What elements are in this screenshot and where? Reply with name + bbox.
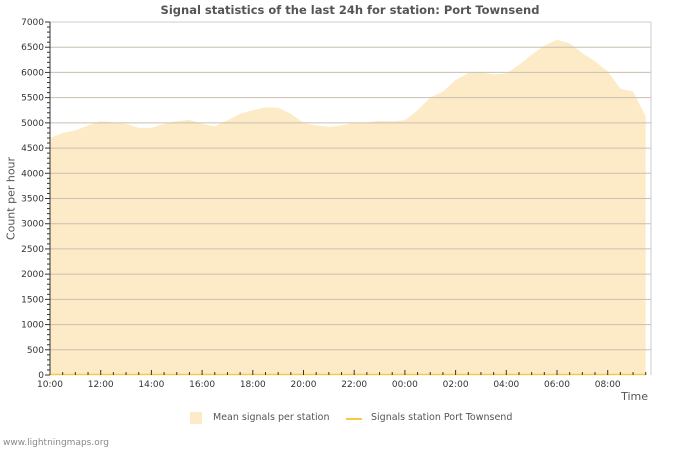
svg-text:1000: 1000 — [21, 321, 44, 331]
svg-text:16:00: 16:00 — [189, 380, 215, 390]
svg-text:6000: 6000 — [21, 68, 44, 78]
svg-text:0: 0 — [38, 371, 44, 381]
svg-text:4500: 4500 — [21, 144, 44, 154]
legend-area-swatch-icon — [190, 412, 202, 424]
svg-text:22:00: 22:00 — [341, 380, 367, 390]
legend-item-station[interactable]: Signals station Port Townsend — [371, 412, 513, 423]
legend-line-swatch-icon — [346, 418, 362, 420]
svg-text:1500: 1500 — [21, 295, 44, 305]
svg-text:08:00: 08:00 — [595, 380, 621, 390]
svg-text:3000: 3000 — [21, 220, 44, 230]
svg-text:5000: 5000 — [21, 119, 44, 129]
svg-text:20:00: 20:00 — [291, 380, 317, 390]
svg-text:18:00: 18:00 — [240, 380, 266, 390]
svg-text:04:00: 04:00 — [493, 380, 519, 390]
svg-text:12:00: 12:00 — [88, 380, 114, 390]
svg-text:2000: 2000 — [21, 270, 44, 280]
chart-title: Signal statistics of the last 24h for st… — [160, 3, 540, 17]
svg-text:14:00: 14:00 — [138, 380, 164, 390]
legend-item-mean[interactable]: Mean signals per station — [213, 412, 330, 423]
y-axis-label: Count per hour — [4, 156, 18, 241]
svg-text:7000: 7000 — [21, 18, 44, 28]
svg-text:500: 500 — [27, 346, 44, 356]
svg-text:06:00: 06:00 — [544, 380, 570, 390]
svg-text:3500: 3500 — [21, 195, 44, 205]
svg-text:00:00: 00:00 — [392, 380, 418, 390]
svg-text:02:00: 02:00 — [443, 380, 469, 390]
svg-text:6500: 6500 — [21, 43, 44, 53]
mean-signals-area — [50, 39, 646, 375]
svg-text:4000: 4000 — [21, 169, 44, 179]
svg-text:2500: 2500 — [21, 245, 44, 255]
svg-text:10:00: 10:00 — [37, 380, 63, 390]
x-axis-label: Time — [621, 390, 648, 403]
svg-text:5500: 5500 — [21, 94, 44, 104]
site-credit: www.lightningmaps.org — [3, 438, 109, 448]
